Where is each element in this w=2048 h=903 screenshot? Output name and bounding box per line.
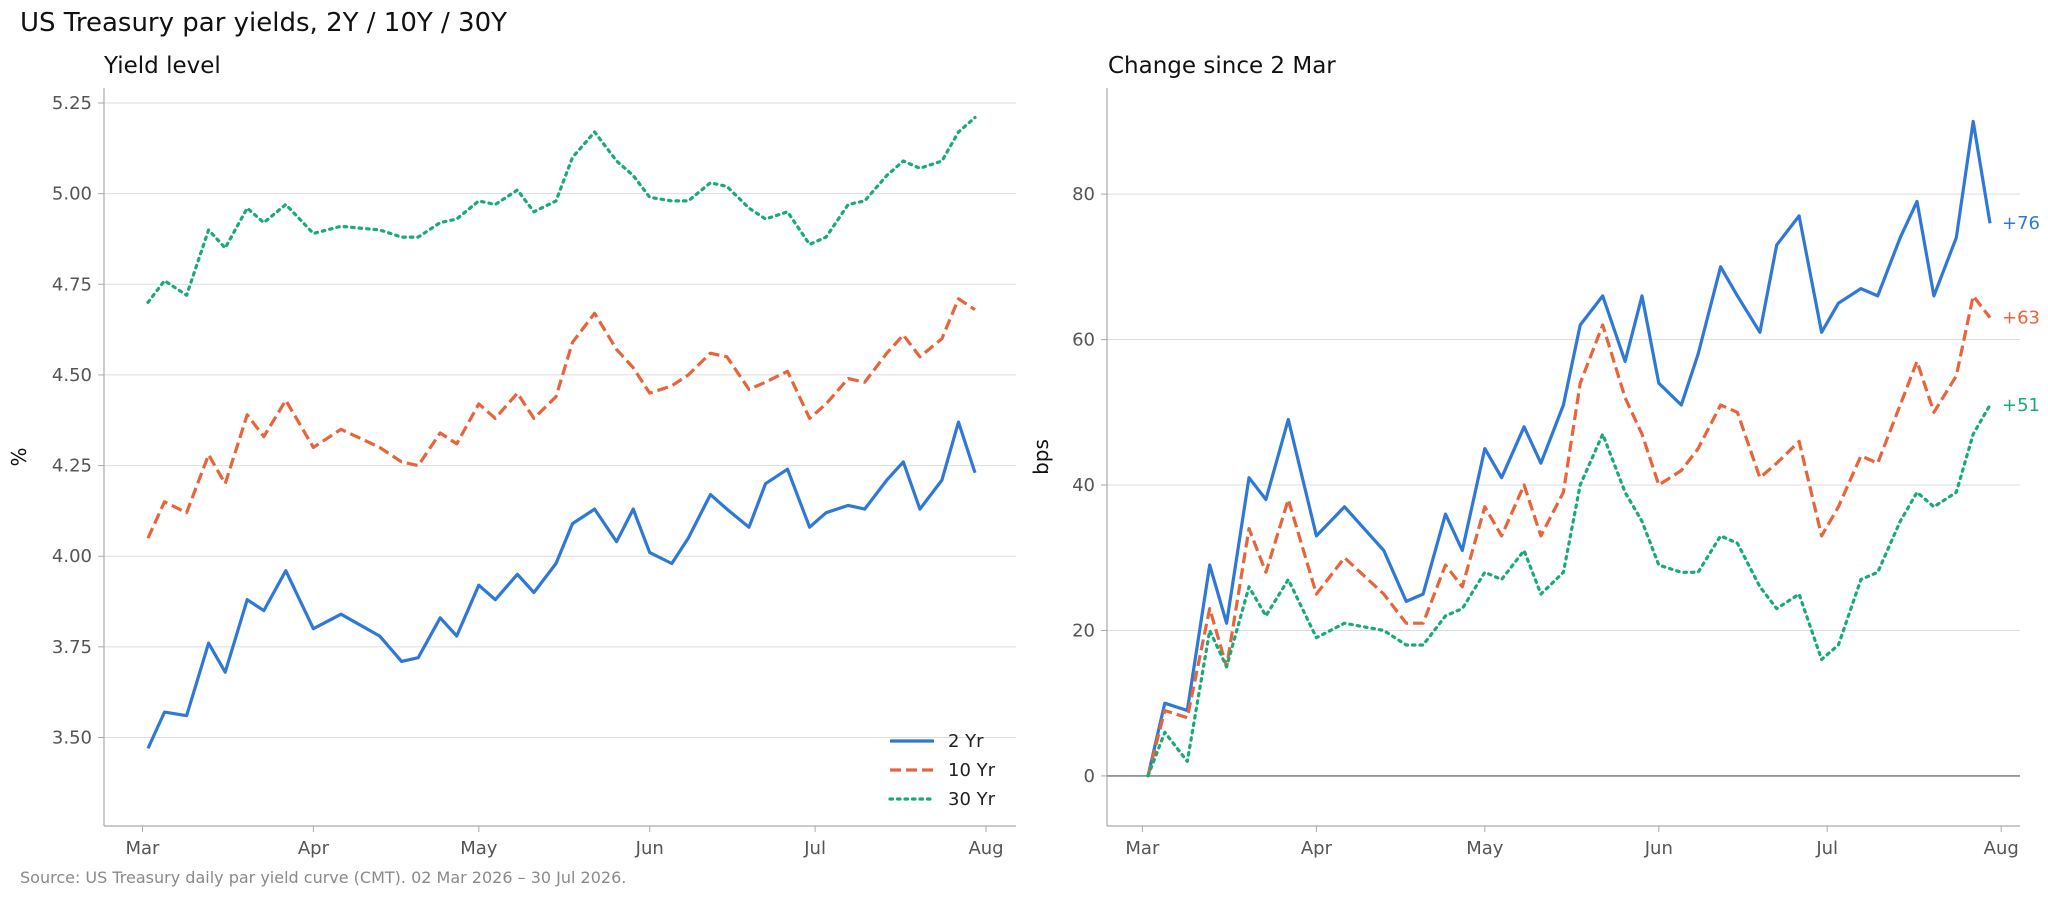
x-tick-label: Aug [968,838,1003,859]
series-line-10yr [146,297,976,539]
x-tick-label: May [460,838,498,859]
chart-main-title: US Treasury par yields, 2Y / 10Y / 30Y [20,8,508,38]
legend-label: 10 Yr [948,760,996,781]
y-tick-label: 20 [1072,620,1095,641]
y-tick-label: 60 [1072,330,1095,351]
series-line-30yr [1146,403,1992,778]
x-tick-label: Jun [1644,838,1673,859]
panel-title: Yield level [103,53,221,79]
series-line-2yr [1146,119,1992,777]
y-tick-label: 5.25 [52,93,92,114]
source-note: Source: US Treasury daily par yield curv… [20,868,627,887]
y-tick-label: 3.75 [52,637,92,658]
series-line-10yr [1146,294,1992,777]
y-axis-label: bps [1029,439,1053,475]
end-label-2yr: +76 [2002,213,2040,234]
y-tick-label: 4.25 [52,456,92,477]
y-tick-label: 5.00 [52,184,92,205]
x-tick-label: Aug [1984,838,2019,859]
x-tick-label: Jul [803,838,826,859]
y-tick-label: 4.00 [52,546,92,567]
panel-title: Change since 2 Mar [1108,53,1336,79]
y-tick-label: 40 [1072,475,1095,496]
x-tick-label: Jun [635,838,664,859]
x-tick-label: Mar [1125,838,1160,859]
legend-label: 30 Yr [948,789,996,810]
series-line-30yr [146,115,977,304]
legend: 2 Yr 10 Yr 30 Yr [888,731,996,810]
x-tick-label: Apr [1301,838,1333,859]
y-tick-label: 0 [1084,766,1095,787]
legend-label: 2 Yr [948,731,984,752]
y-axis-label: % [7,447,31,466]
x-tick-label: Mar [126,838,161,859]
change-panel: 0 20 40 60 80 Mar Apr May Jun Jul Aug Change since … [1029,53,2040,859]
yield-level-panel: 3.50 3.75 4.00 4.25 4.50 4.75 5.00 5.25 Mar Apr Ma… [7,53,1016,859]
series-line-2yr [146,420,977,750]
end-label-10yr: +63 [2002,308,2040,329]
y-tick-label: 3.50 [52,727,92,748]
x-tick-label: Jul [1815,838,1838,859]
y-tick-label: 4.50 [52,365,92,386]
y-tick-label: 80 [1072,184,1095,205]
y-tick-label: 4.75 [52,274,92,295]
x-tick-label: Apr [298,838,330,859]
x-tick-label: May [1466,838,1504,859]
end-label-30yr: +51 [2002,395,2040,416]
